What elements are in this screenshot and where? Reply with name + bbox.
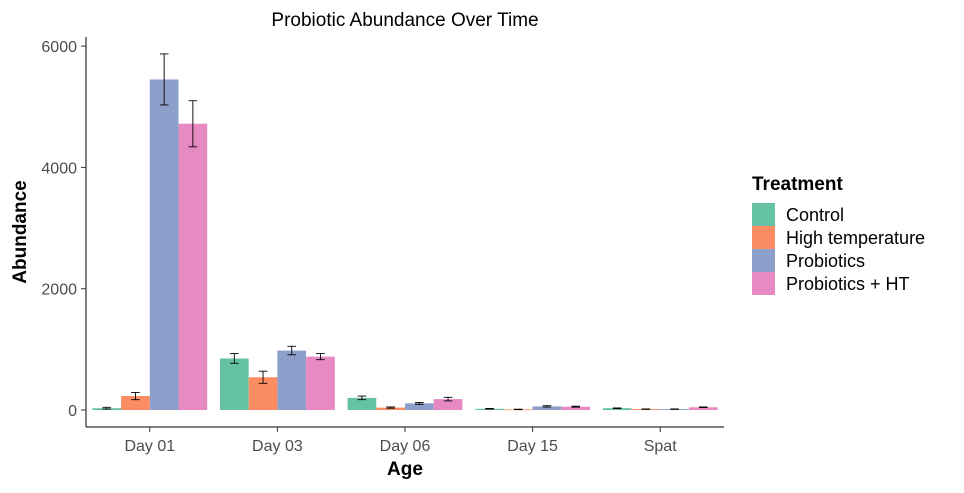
chart-title: Probiotic Abundance Over Time: [271, 10, 538, 31]
legend-key: [752, 272, 775, 295]
y-axis-title: Abundance: [10, 180, 31, 283]
x-axis-title: Age: [387, 459, 423, 480]
x-tick-label: Day 03: [252, 438, 303, 455]
x-axis-ticks: Day 01 Day 03 Day 06 Day 15 Spat: [124, 427, 677, 455]
bar-control-day-03: [220, 358, 249, 410]
legend-label: High temperature: [786, 228, 925, 248]
x-tick-label: Day 06: [380, 438, 431, 455]
x-tick-label: Day 01: [124, 438, 175, 455]
bar-probiotics-ht-day-01: [179, 124, 208, 410]
legend: Treatment Control High temperature Probiot…: [752, 174, 925, 295]
y-tick-label: 4000: [41, 160, 77, 177]
legend-key: [752, 226, 775, 249]
y-tick-label: 6000: [41, 39, 77, 56]
bar-probiotics-ht-day-03: [306, 357, 335, 410]
y-tick-label: 0: [68, 403, 77, 420]
y-axis-ticks: 0 2000 4000 6000: [41, 39, 86, 420]
legend-label: Control: [786, 205, 844, 225]
error-bar: [485, 409, 494, 410]
bar-probiotics-day-01: [150, 79, 179, 410]
bar-probiotics-day-03: [277, 351, 306, 410]
y-tick-label: 2000: [41, 282, 77, 299]
x-tick-label: Spat: [644, 438, 677, 455]
error-bar: [613, 408, 622, 409]
legend-label: Probiotics + HT: [786, 274, 910, 294]
plot-area: [92, 54, 717, 410]
legend-label: Probiotics: [786, 251, 865, 271]
legend-title: Treatment: [752, 174, 843, 195]
legend-key: [752, 249, 775, 272]
x-tick-label: Day 15: [507, 438, 558, 455]
error-bar: [699, 407, 708, 408]
legend-key: [752, 203, 775, 226]
